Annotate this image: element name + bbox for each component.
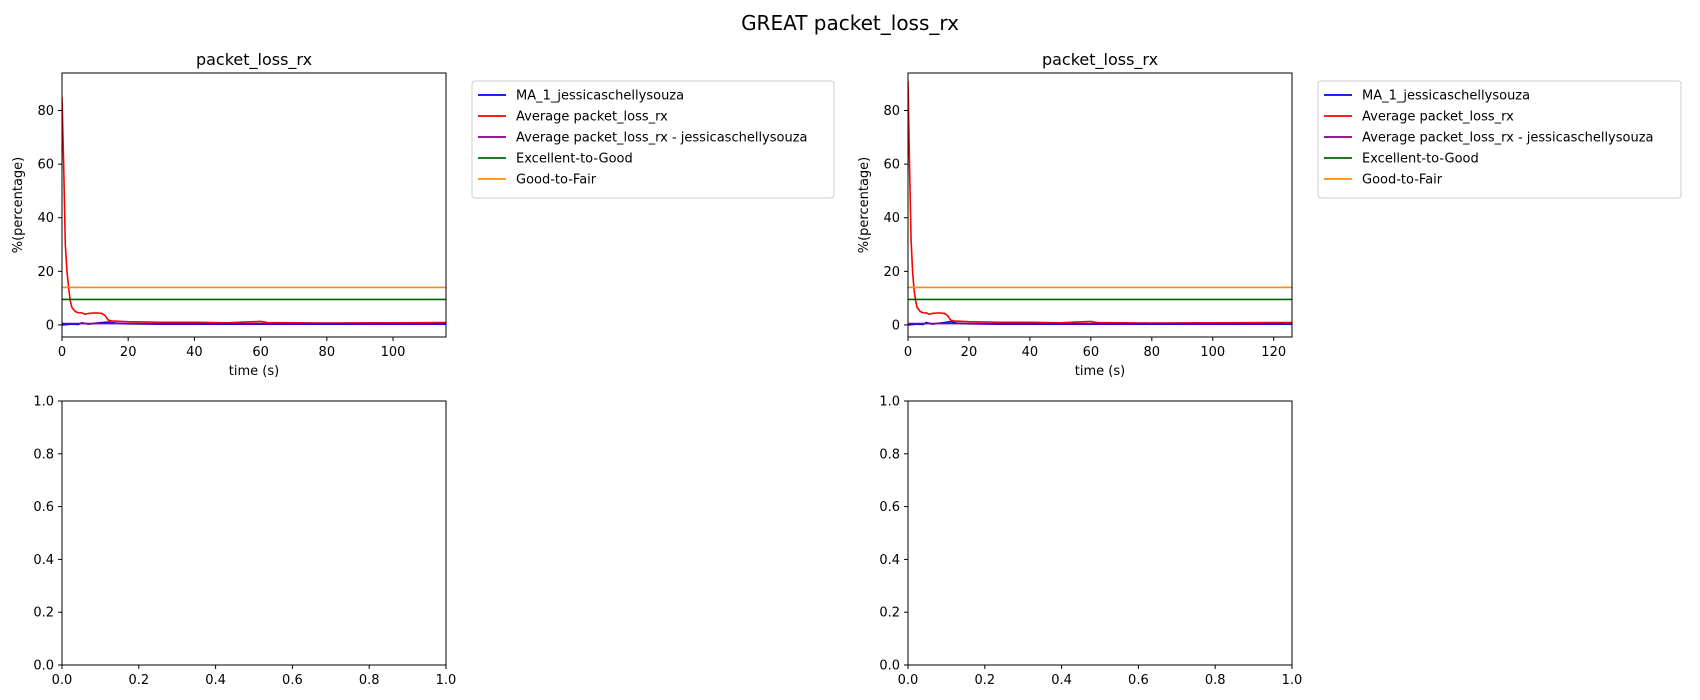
legend-entry: Excellent-to-Good [1362, 152, 1479, 167]
x-tick-label: 60 [1083, 345, 1100, 360]
legend: MA_1_jessicaschellysouza Average packet_l… [471, 80, 835, 199]
y-tick-label: 0.2 [33, 606, 54, 621]
legend-box [471, 80, 835, 199]
x-tick-label: 120 [1261, 345, 1286, 360]
legend-entry: MA_1_jessicaschellysouza [1362, 89, 1530, 104]
x-tick-label: 1.0 [436, 673, 457, 688]
x-tick-label: 80 [319, 345, 336, 360]
x-tick-label: 20 [961, 345, 978, 360]
subplot-top-left: 0 20 40 60 80 100 0 20 40 60 80 packet_loss_rxtime … [11, 50, 835, 379]
x-tick-label: 40 [1022, 345, 1039, 360]
axes-frame [907, 400, 1293, 666]
axes-frame [61, 72, 447, 338]
y-tick-label: 60 [37, 158, 54, 173]
x-tick-label: 0.6 [282, 673, 303, 688]
y-tick-label: 0.8 [33, 447, 54, 462]
y-tick-label: 0 [892, 318, 900, 333]
y-tick-label: 0.6 [33, 500, 54, 515]
legend-entry: Average packet_loss_rx [1362, 110, 1514, 125]
legend-entry: Excellent-to-Good [516, 152, 633, 167]
x-axis-label: time (s) [229, 364, 279, 379]
x-tick-label: 60 [252, 345, 269, 360]
y-tick-label: 40 [883, 211, 900, 226]
x-tick-label: 0.0 [898, 673, 919, 688]
subplot-title: packet_loss_rx [1042, 50, 1158, 70]
x-tick-label: 20 [120, 345, 137, 360]
subplot-top-right: 0 20 40 60 80 100 120 0 20 40 60 80 packet_loss_rxti… [857, 50, 1682, 379]
legend: MA_1_jessicaschellysouza Average packet_l… [1317, 80, 1682, 199]
x-tick-label: 0.6 [1128, 673, 1149, 688]
x-tick-label: 0 [58, 345, 66, 360]
y-tick-label: 60 [883, 158, 900, 173]
series-line-average-packet-loss-rx [908, 81, 1292, 324]
panels: 0 20 40 60 80 100 0 20 40 60 80 packet_loss_rxtime … [11, 50, 1682, 689]
legend-entry: Average packet_loss_rx - jessicaschellys… [516, 131, 808, 146]
x-tick-label: 0.8 [1205, 673, 1226, 688]
y-tick-label: 0.4 [879, 553, 900, 568]
y-tick-label: 0.4 [33, 553, 54, 568]
x-tick-label: 0.4 [1051, 673, 1072, 688]
axes-frame [61, 400, 447, 666]
y-tick-label: 20 [37, 265, 54, 280]
y-tick-label: 0.6 [879, 500, 900, 515]
subplot-bottom-left: 0.0 0.2 0.4 0.6 0.8 1.0 0.0 0.2 0.4 0.6 0.8 1.0 [33, 395, 456, 689]
y-tick-label: 1.0 [879, 395, 900, 410]
x-tick-label: 0.0 [52, 673, 73, 688]
x-axis-label: time (s) [1075, 364, 1125, 379]
x-tick-label: 0.2 [128, 673, 149, 688]
y-tick-label: 0.8 [879, 447, 900, 462]
legend-box [1317, 80, 1682, 199]
x-tick-label: 0.2 [974, 673, 995, 688]
y-tick-label: 40 [37, 211, 54, 226]
axes-frame [907, 72, 1293, 338]
y-axis-label: %(percentage) [11, 157, 26, 254]
y-tick-label: 0.0 [879, 659, 900, 674]
series-group [908, 81, 1292, 326]
series-line-average-packet-loss-rx [62, 97, 446, 324]
legend-entry: MA_1_jessicaschellysouza [516, 89, 684, 104]
x-tick-label: 1.0 [1282, 673, 1303, 688]
y-tick-label: 80 [883, 104, 900, 119]
figure-suptitle: GREAT packet_loss_rx [741, 11, 959, 35]
x-tick-label: 40 [186, 345, 203, 360]
y-tick-label: 1.0 [33, 395, 54, 410]
y-axis-label: %(percentage) [857, 157, 872, 254]
y-tick-label: 80 [37, 104, 54, 119]
legend-entry: Good-to-Fair [1362, 173, 1443, 188]
x-tick-label: 0.8 [359, 673, 380, 688]
x-tick-label: 100 [1200, 345, 1225, 360]
x-tick-label: 0 [904, 345, 912, 360]
y-tick-label: 20 [883, 265, 900, 280]
legend-entry: Average packet_loss_rx [516, 110, 668, 125]
y-tick-label: 0.0 [33, 659, 54, 674]
series-group [62, 97, 446, 326]
x-tick-label: 0.4 [205, 673, 226, 688]
x-tick-label: 100 [381, 345, 406, 360]
y-tick-label: 0 [46, 318, 54, 333]
y-tick-label: 0.2 [879, 606, 900, 621]
legend-entry: Average packet_loss_rx - jessicaschellys… [1362, 131, 1654, 146]
legend-entry: Good-to-Fair [516, 173, 597, 188]
subplot-title: packet_loss_rx [196, 50, 312, 70]
x-tick-label: 80 [1144, 345, 1161, 360]
subplot-bottom-right: 0.0 0.2 0.4 0.6 0.8 1.0 0.0 0.2 0.4 0.6 0.8 1.0 [879, 395, 1302, 689]
